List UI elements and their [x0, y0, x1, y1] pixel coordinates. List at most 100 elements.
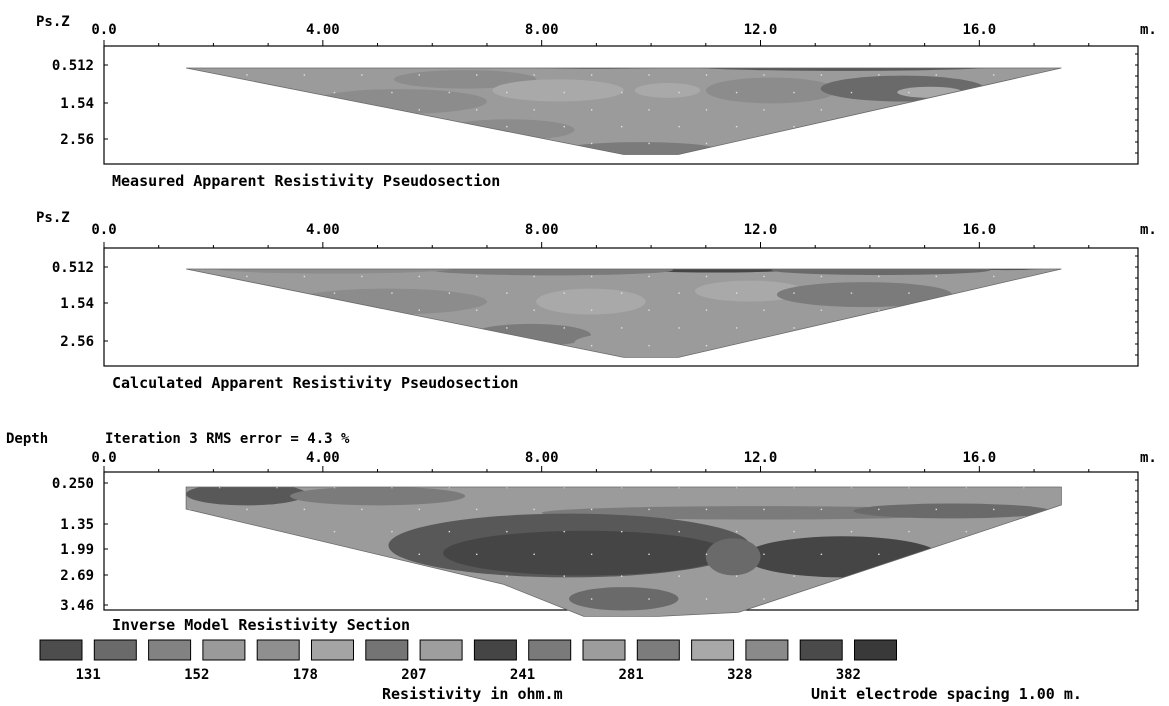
data-point: [966, 327, 967, 328]
data-point: [476, 143, 477, 144]
data-point: [476, 509, 477, 510]
panel-measured-x-unit: m.: [1140, 22, 1157, 38]
data-point: [533, 309, 534, 310]
data-point: [419, 276, 420, 277]
panel-calculated-x-ticks: 0.0 4.00 8.00 12.0 16.0: [91, 222, 1088, 248]
resistivity-zone: [689, 62, 995, 71]
data-point: [648, 554, 649, 555]
data-point: [966, 292, 967, 293]
data-point: [1108, 143, 1109, 144]
data-point: [1108, 276, 1109, 277]
x-tick-label: 4.00: [306, 22, 340, 38]
data-point: [1108, 345, 1109, 346]
resistivity-unit-label: Resistivity in ohm.m: [382, 685, 563, 703]
data-point: [334, 259, 335, 260]
data-point: [908, 292, 909, 293]
resistivity-zone: [854, 504, 1051, 519]
data-point: [851, 531, 852, 532]
data-point: [131, 598, 132, 599]
data-point: [706, 598, 707, 599]
data-point: [793, 126, 794, 127]
data-point: [131, 109, 132, 110]
data-point: [936, 509, 937, 510]
data-point: [908, 57, 909, 58]
data-point: [993, 143, 994, 144]
legend-value: 152: [184, 667, 209, 683]
data-point: [678, 327, 679, 328]
data-point: [1023, 126, 1024, 127]
depth-label: 2.56: [60, 132, 94, 148]
data-point: [246, 74, 247, 75]
x-tick-label: 4.00: [306, 450, 340, 466]
legend-swatch: [94, 640, 136, 660]
legend-swatch: [692, 640, 734, 660]
data-point: [793, 57, 794, 58]
data-point: [736, 292, 737, 293]
legend-swatch: [420, 640, 462, 660]
data-point: [131, 345, 132, 346]
data-point: [246, 276, 247, 277]
data-point: [391, 531, 392, 532]
data-point: [1050, 309, 1051, 310]
data-point: [1081, 126, 1082, 127]
data-point: [878, 74, 879, 75]
data-point: [793, 259, 794, 260]
data-point: [966, 92, 967, 93]
resistivity-zone: [290, 289, 487, 315]
data-point: [621, 531, 622, 532]
data-point: [161, 327, 162, 328]
x-tick-label: 16.0: [962, 222, 996, 238]
data-point: [908, 92, 909, 93]
data-point: [506, 92, 507, 93]
x-tick-label: 8.00: [525, 22, 559, 38]
data-point: [361, 309, 362, 310]
x-tick-label: 12.0: [744, 22, 778, 38]
data-point: [793, 531, 794, 532]
data-point: [706, 554, 707, 555]
depth-label: 0.512: [52, 58, 94, 74]
legend-swatch: [474, 640, 516, 660]
data-point: [591, 554, 592, 555]
data-point: [189, 554, 190, 555]
data-point: [763, 598, 764, 599]
data-point: [449, 259, 450, 260]
data-point: [161, 292, 162, 293]
data-point: [1050, 345, 1051, 346]
data-point: [736, 259, 737, 260]
data-point: [161, 92, 162, 93]
data-point: [1081, 531, 1082, 532]
data-point: [621, 92, 622, 93]
data-point: [706, 143, 707, 144]
data-point: [476, 598, 477, 599]
legend-swatch: [637, 640, 679, 660]
data-point: [189, 143, 190, 144]
data-point: [936, 143, 937, 144]
data-point: [1108, 509, 1109, 510]
resistivity-zone: [213, 263, 454, 274]
data-point: [706, 345, 707, 346]
data-point: [763, 509, 764, 510]
panel-measured-y-header: Ps.Z: [36, 14, 70, 30]
data-point: [246, 509, 247, 510]
data-point: [449, 92, 450, 93]
data-point: [564, 126, 565, 127]
data-point: [189, 345, 190, 346]
data-point: [304, 309, 305, 310]
data-point: [189, 309, 190, 310]
data-point: [993, 554, 994, 555]
data-point: [533, 143, 534, 144]
data-point: [591, 345, 592, 346]
resistivity-zone: [706, 538, 761, 575]
data-point: [219, 575, 220, 576]
data-point: [936, 74, 937, 75]
data-point: [276, 57, 277, 58]
data-point: [419, 143, 420, 144]
data-point: [793, 327, 794, 328]
data-point: [361, 109, 362, 110]
data-point: [678, 126, 679, 127]
data-point: [391, 126, 392, 127]
data-point: [966, 259, 967, 260]
data-point: [851, 575, 852, 576]
data-point: [621, 259, 622, 260]
data-point: [966, 126, 967, 127]
